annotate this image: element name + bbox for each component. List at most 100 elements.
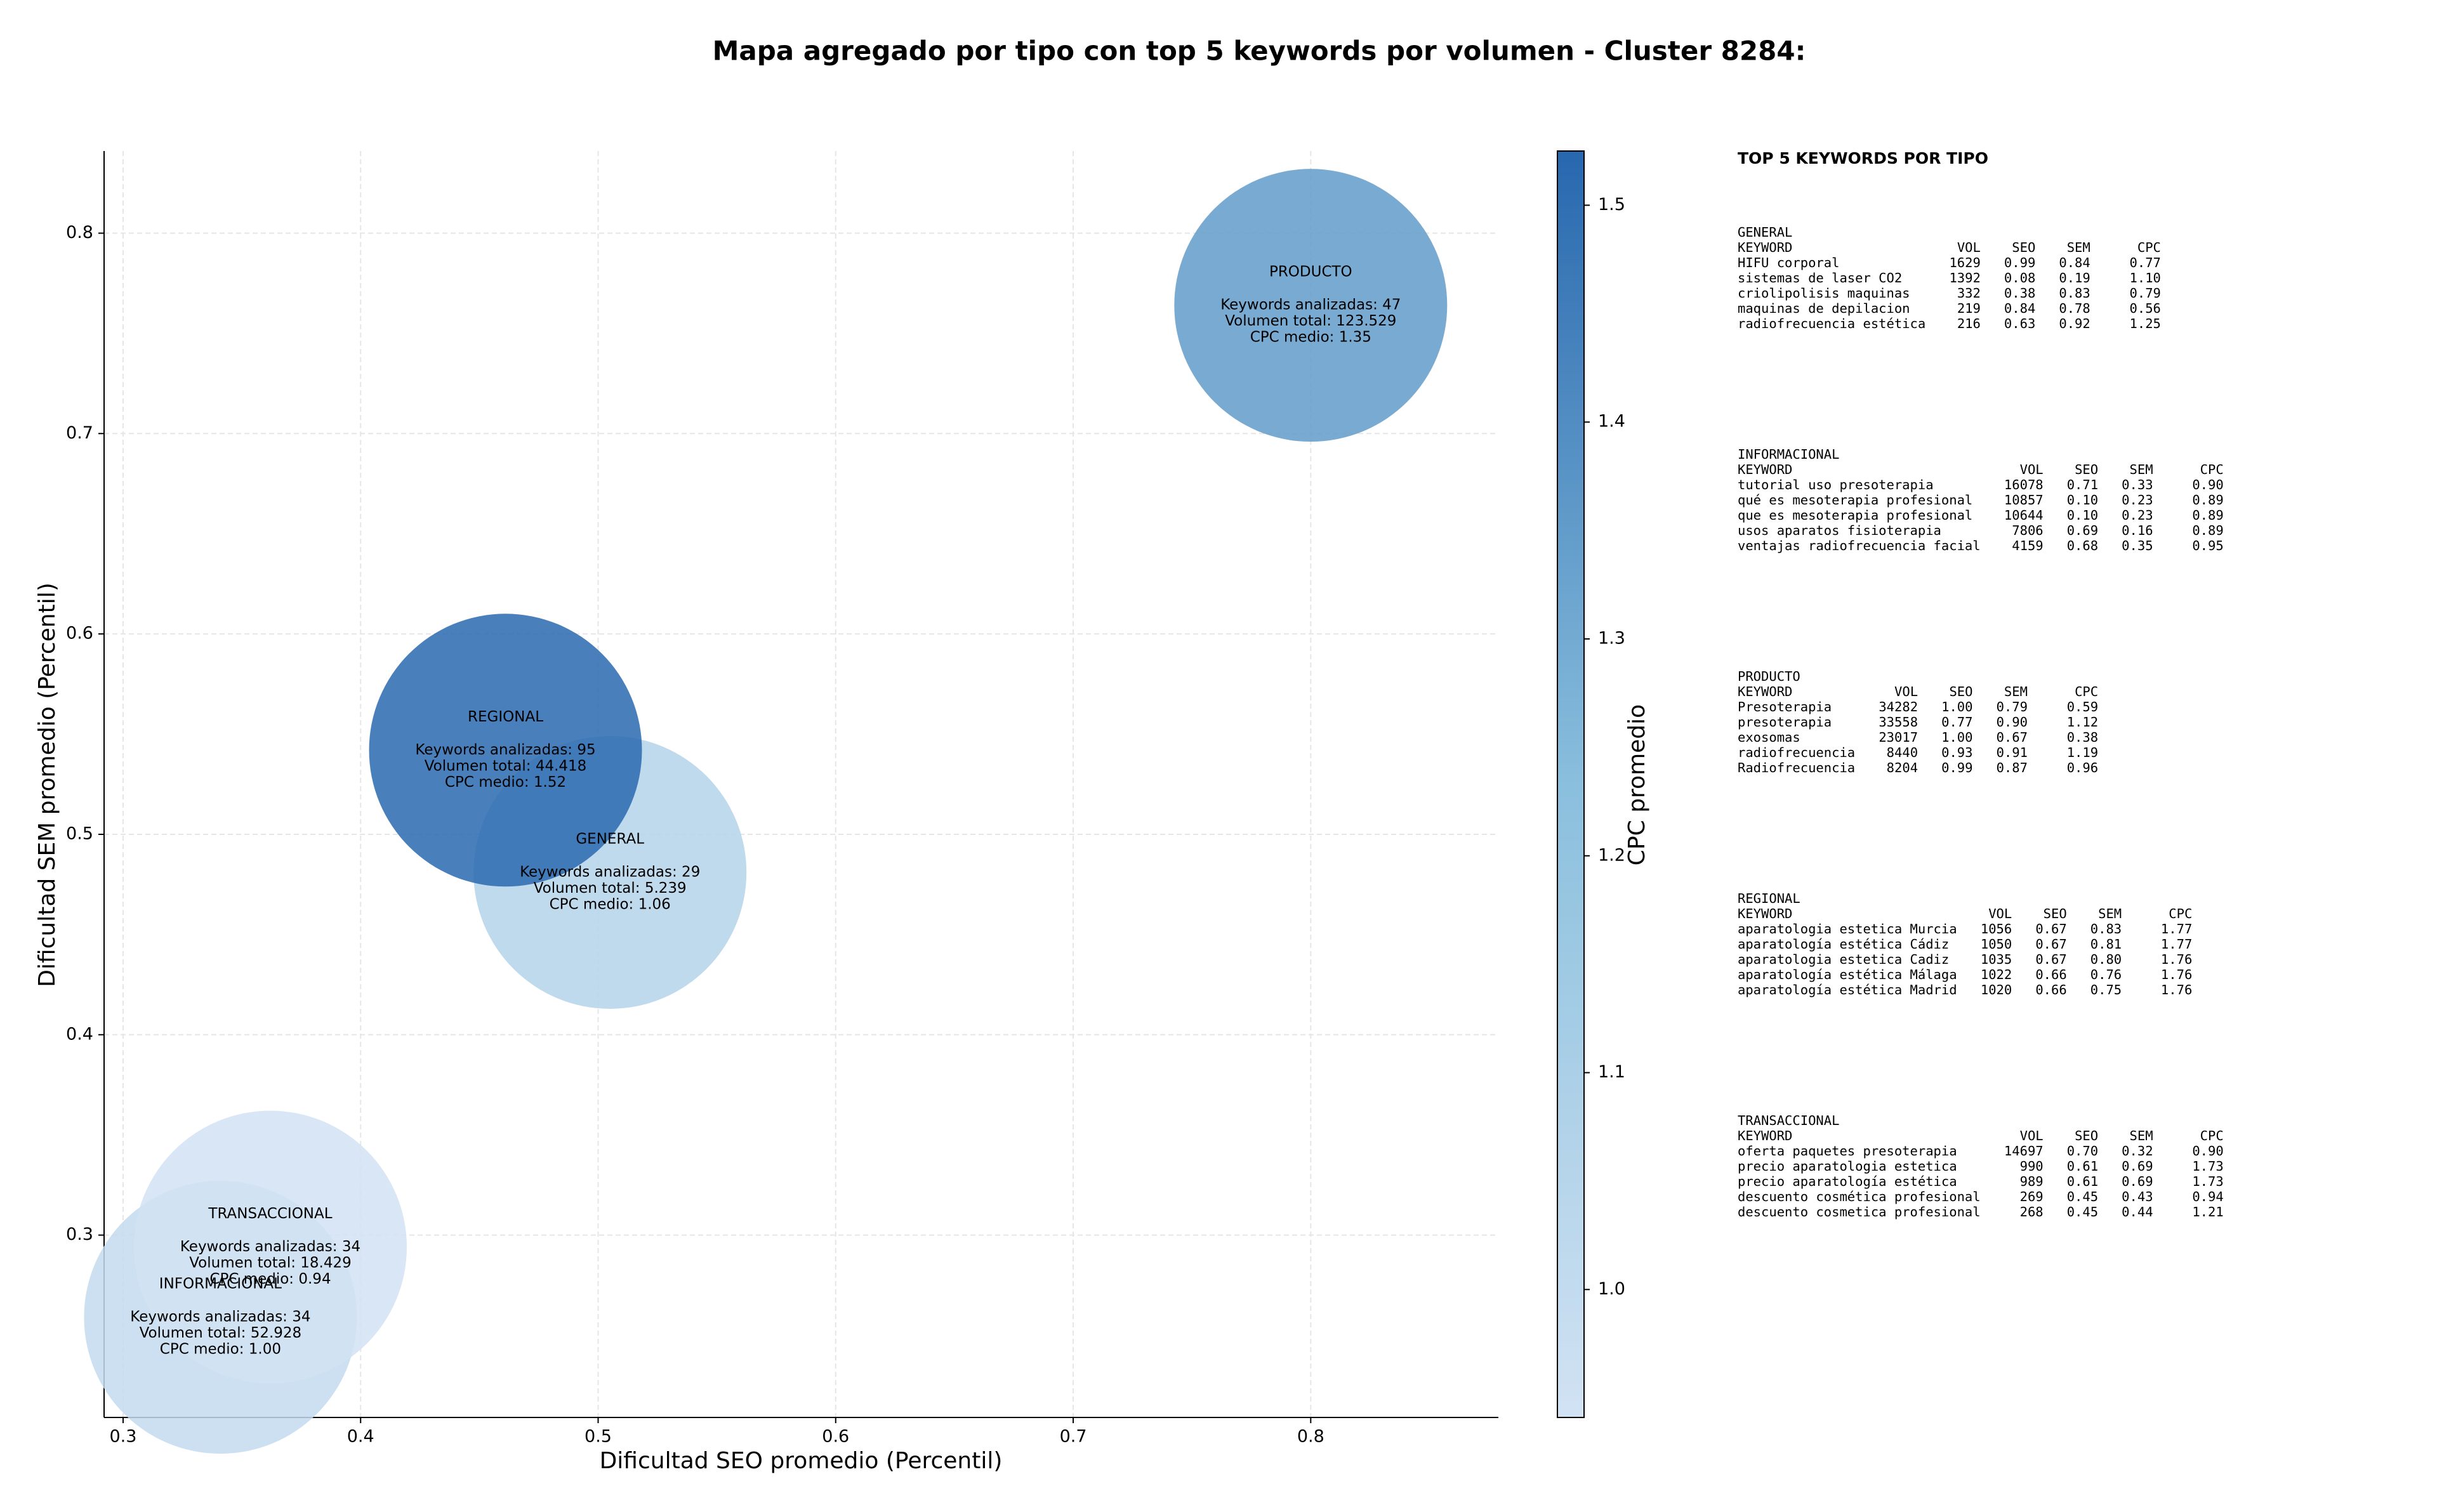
table-cell: descuento cosmetica profesional [1738,1204,1981,1219]
table-header: VOL [2020,1128,2044,1143]
table-cell: exosomas [1738,730,1800,745]
table-header: VOL [2020,462,2044,477]
bubble-annotation: Keywords analizadas: 34 [130,1309,310,1325]
table-cell: 0.93 [1941,745,1972,760]
bubble [1174,169,1448,442]
colorbar-tick-label: 1.4 [1598,412,1625,431]
bubble-annotation: CPC medio: 1.00 [160,1341,281,1358]
bubble-annotation: CPC medio: 1.52 [445,774,566,791]
table-cell: 1056 [1981,921,2012,937]
bubble-annotation: Keywords analizadas: 29 [520,864,700,880]
table-cell: 1022 [1981,967,2012,982]
bubble-label: PRODUCTO [1269,264,1352,280]
table-header: CPC [2137,240,2161,255]
table-cell: aparatologia estetica Cadiz [1738,952,1949,967]
table-cell: 1.73 [2192,1159,2223,1174]
colorbar-tick-label: 1.2 [1598,845,1625,865]
table-cell: que es mesoterapia profesional [1738,508,1972,523]
table-cell: 0.35 [2122,538,2153,553]
y-tick-label: 0.7 [66,423,93,443]
table-header: KEYWORD [1738,684,1792,699]
colorbar [1557,150,1585,1418]
table-cell: 0.19 [2059,270,2090,286]
table-header: SEO [2075,462,2098,477]
table-cell: usos aparatos fisioterapia [1738,523,1941,538]
table-cell: 0.70 [2067,1143,2098,1159]
table-cell: 0.23 [2122,492,2153,508]
table-cell: 0.45 [2067,1189,2098,1204]
table-cell: 0.23 [2122,508,2153,523]
table-cell: 1.77 [2161,937,2192,952]
table-cell: 0.08 [2004,270,2035,286]
table-cell: 0.66 [2035,982,2066,997]
bubble [133,1110,407,1384]
table-header: VOL [1957,240,1981,255]
table-cell: radiofrecuencia [1738,745,1855,760]
table-cell: 14697 [2004,1143,2044,1159]
table-cell: qué es mesoterapia profesional [1738,492,1972,508]
bubble-label: REGIONAL [468,709,543,725]
table-cell: 0.10 [2067,508,2098,523]
bubble-label: GENERAL [576,831,644,847]
table-cell: 0.80 [2090,952,2122,967]
y-tick-label: 0.8 [66,223,93,242]
colorbar-tick-label: 1.1 [1598,1062,1625,1082]
table-cell: oferta paquetes presoterapia [1738,1143,1957,1159]
table-cell: 0.45 [2067,1204,2098,1219]
table-cell: 0.69 [2067,523,2098,538]
table-cell: 1050 [1981,937,2012,952]
table-cell: Presoterapia [1738,699,1832,714]
table-cell: 1.77 [2161,921,2192,937]
table-cell: 1035 [1981,952,2012,967]
bubble-annotation: Volumen total: 123.529 [1225,313,1396,329]
table-cell: maquinas de depilacion [1738,301,1910,316]
table-header: SEO [2012,240,2035,255]
table-cell: 4159 [2012,538,2043,553]
table-cell: Radiofrecuencia [1738,760,1855,775]
table-cell: 0.69 [2122,1174,2153,1189]
table-cell: 0.84 [2059,255,2090,270]
table-cell: 0.95 [2192,538,2223,553]
table-header: KEYWORD [1738,240,1792,255]
table-cell: 1.76 [2161,967,2192,982]
bubble-label: TRANSACCIONAL [208,1206,332,1222]
table-header: KEYWORD [1738,1128,1792,1143]
table-cell: 0.79 [2130,286,2161,301]
bubble-annotation: Volumen total: 5.239 [534,880,687,897]
table-cell: 0.94 [2192,1189,2223,1204]
table-cell: aparatología estética Málaga [1738,967,1957,982]
table-cell: 268 [2020,1204,2044,1219]
table-cell: 0.78 [2059,301,2090,316]
colorbar-tick-label: 1.3 [1598,629,1625,648]
bubble-annotation: CPC medio: 1.35 [1250,329,1371,346]
table-cell: aparatología estética Madrid [1738,982,1957,997]
bubble-label: INFORMACIONAL [159,1276,282,1292]
table-cell: 1629 [1949,255,1980,270]
table-cell: precio aparatología estética [1738,1174,1957,1189]
table-cell: 0.67 [2035,937,2066,952]
colorbar-tick-label: 1.5 [1598,195,1625,214]
table-header: SEM [2130,462,2153,477]
table-cell: sistemas de laser CO2 [1738,270,1902,286]
table-cell: 0.96 [2067,760,2098,775]
table-cell: 1.76 [2161,982,2192,997]
table-cell: 0.61 [2067,1174,2098,1189]
table-cell: 0.10 [2067,492,2098,508]
table-cell: 0.91 [1997,745,2028,760]
table-cell: 0.68 [2067,538,2098,553]
table-group-name: PRODUCTO [1738,669,1800,684]
table-cell: 0.87 [1997,760,2028,775]
table-cell: 0.67 [2035,952,2066,967]
x-axis-label: Dificultad SEO promedio (Percentil) [600,1448,1003,1474]
table-cell: 0.77 [2130,255,2161,270]
table-cell: 1020 [1981,982,2012,997]
table-cell: 16078 [2004,477,2044,492]
table-header: SEM [2098,906,2122,921]
table-header: SEO [1949,684,1972,699]
table-cell: ventajas radiofrecuencia facial [1738,538,1981,553]
bubble-annotation: Keywords analizadas: 47 [1220,297,1401,313]
table-cell: 0.83 [2059,286,2090,301]
table-title: TOP 5 KEYWORDS POR TIPO [1738,149,1988,168]
table-cell: 0.63 [2004,316,2035,331]
table-cell: 0.71 [2067,477,2098,492]
